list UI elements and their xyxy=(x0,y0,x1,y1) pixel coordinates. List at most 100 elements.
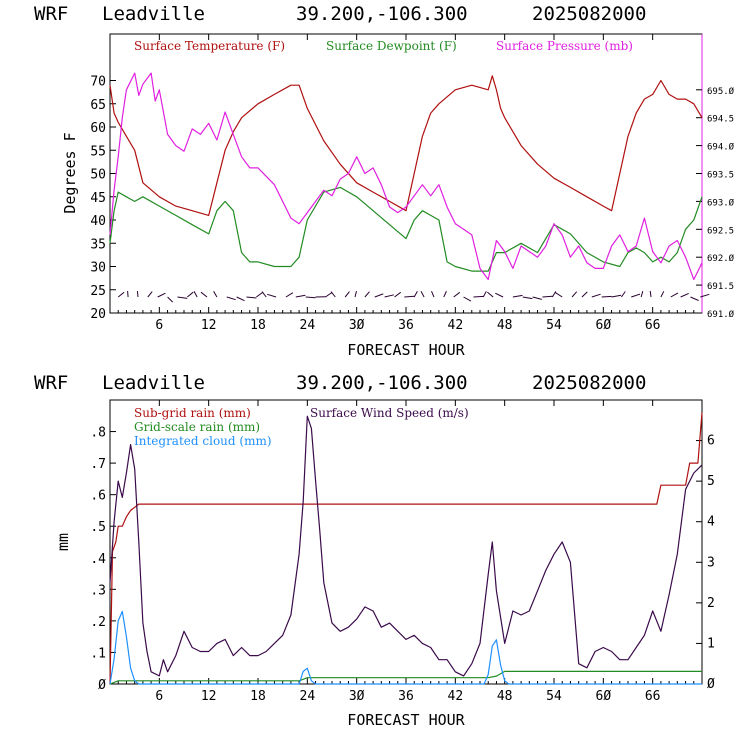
x-tick-label: 6 xyxy=(155,689,163,704)
wind-barb xyxy=(700,293,710,298)
x-tick-label: 18 xyxy=(250,689,266,704)
panel2-header: WRF Leadville 39.200,-106.300 2025082000 xyxy=(34,372,646,394)
wind-barb xyxy=(522,296,533,300)
wind-barb xyxy=(453,291,461,298)
wind-barb xyxy=(555,292,563,298)
wind-barb xyxy=(213,291,218,298)
x-tick-label: 54 xyxy=(546,689,562,704)
y2-tick-label: 695.Ø xyxy=(707,86,735,97)
wind-barb xyxy=(256,291,263,298)
wind-barb xyxy=(325,292,333,298)
wind-barb xyxy=(581,291,588,298)
x-tick-label: 36 xyxy=(398,318,414,333)
header2-coords: 39.200,-106.300 xyxy=(296,372,468,394)
x-tick-label: 66 xyxy=(645,689,661,704)
y-tick-label: 20 xyxy=(90,307,106,322)
wind-barb xyxy=(443,290,447,298)
panel1-ylabel: Degrees F xyxy=(61,132,79,213)
y2-tick-label: 691.5 xyxy=(707,282,734,292)
legend-pressure: Surface Pressure (mb) xyxy=(496,39,633,53)
x-tick-label: 12 xyxy=(201,689,217,704)
wind-barb xyxy=(660,291,665,298)
wind-barb xyxy=(285,292,294,298)
legend-dewpoint: Surface Dewpoint (F) xyxy=(326,39,457,53)
wind-barb xyxy=(551,291,557,298)
wind-barb xyxy=(305,296,316,299)
y2-tick-label: 691.Ø xyxy=(707,309,735,320)
wind-barb xyxy=(495,292,504,298)
wind-barb xyxy=(236,296,245,302)
wind-barb xyxy=(267,293,277,298)
wind-barb xyxy=(167,296,174,303)
x-tick-label: 42 xyxy=(448,318,464,333)
x-tick-label: 6Ø xyxy=(596,318,612,333)
y-tick-label: 60 xyxy=(90,121,106,136)
y2-tick-label: 1 xyxy=(707,636,715,651)
y-tick-label: 25 xyxy=(90,284,106,299)
x-tick-label: 24 xyxy=(300,689,316,704)
y-tick-label: 70 xyxy=(90,75,106,90)
wind-barb xyxy=(354,290,357,298)
wind-barb xyxy=(157,292,166,298)
wind-barb xyxy=(261,291,267,298)
y-tick-label: 30 xyxy=(90,261,106,276)
wind-barb xyxy=(193,291,198,298)
y2-tick-label: 692.Ø xyxy=(707,253,735,264)
series-line-2 xyxy=(109,670,702,685)
y2-tick-label: 2 xyxy=(707,596,715,611)
y2-tick-label: 4 xyxy=(707,515,715,530)
wind-barb xyxy=(611,294,622,298)
legend-temperature: Surface Temperature (F) xyxy=(134,39,285,53)
y2-tick-label: 694.5 xyxy=(707,115,734,125)
x-tick-label: 42 xyxy=(448,689,464,704)
wind-barb xyxy=(631,293,641,298)
wind-barb xyxy=(226,296,236,301)
panel2-ylabel: mm xyxy=(54,533,72,551)
series-line-1 xyxy=(109,186,703,272)
panel2-legend: Sub-grid rain (mm) Surface Wind Speed (m… xyxy=(134,406,469,448)
legend-gridscale-rain: Grid-scale rain (mm) xyxy=(134,420,260,434)
series-line-3 xyxy=(109,610,702,685)
x-tick-label: 3Ø xyxy=(349,689,365,704)
wind-barb xyxy=(690,296,699,301)
x-tick-label: 48 xyxy=(497,318,513,333)
y-tick-label: .1 xyxy=(90,646,106,661)
wind-barb xyxy=(246,296,257,299)
y-tick-label: .5 xyxy=(90,520,106,535)
wind-barb xyxy=(680,292,689,298)
wind-barb xyxy=(177,296,188,299)
y2-tick-label: 693.5 xyxy=(707,171,734,181)
wind-barb xyxy=(394,291,402,298)
panel1-plot: 6 12 18 24 3Ø 36 42 48 54 6Ø 66 20 25 30 35 40 45 50 55 60 6… xyxy=(90,33,735,333)
x-tick-label: 12 xyxy=(201,318,217,333)
y-tick-label: Ø xyxy=(98,678,106,693)
wind-barb xyxy=(200,291,208,298)
legend-wind-speed: Surface Wind Speed (m/s) xyxy=(310,406,469,420)
wind-barb xyxy=(463,296,472,302)
wind-barb xyxy=(330,291,336,298)
y-tick-label: 55 xyxy=(90,144,106,159)
wind-barb xyxy=(404,295,415,298)
y-tick-label: .2 xyxy=(90,615,106,630)
x-tick-label: 18 xyxy=(250,318,266,333)
panel1-header: WRF Leadville 39.200,-106.300 2025082000 xyxy=(34,3,646,25)
wind-barb xyxy=(542,295,553,298)
wind-barb xyxy=(431,291,435,298)
header2-date: 2025082000 xyxy=(532,372,646,394)
wind-barb xyxy=(512,294,523,298)
wind-barb xyxy=(364,291,370,298)
wind-barb xyxy=(649,290,652,298)
y2-tick-label: 692.5 xyxy=(707,226,734,236)
x-tick-label: 24 xyxy=(300,318,316,333)
y-tick-label: .6 xyxy=(90,489,106,504)
y-tick-label: .8 xyxy=(90,426,106,441)
wind-barb xyxy=(117,291,125,298)
y-tick-label: 40 xyxy=(90,214,106,229)
series-line-0 xyxy=(109,412,703,685)
wind-barb xyxy=(532,296,542,300)
wind-barb xyxy=(295,294,306,298)
y2-tick-label: 6 xyxy=(707,434,715,449)
x-tick-label: 36 xyxy=(398,689,414,704)
x-tick-label: 6Ø xyxy=(596,689,612,704)
